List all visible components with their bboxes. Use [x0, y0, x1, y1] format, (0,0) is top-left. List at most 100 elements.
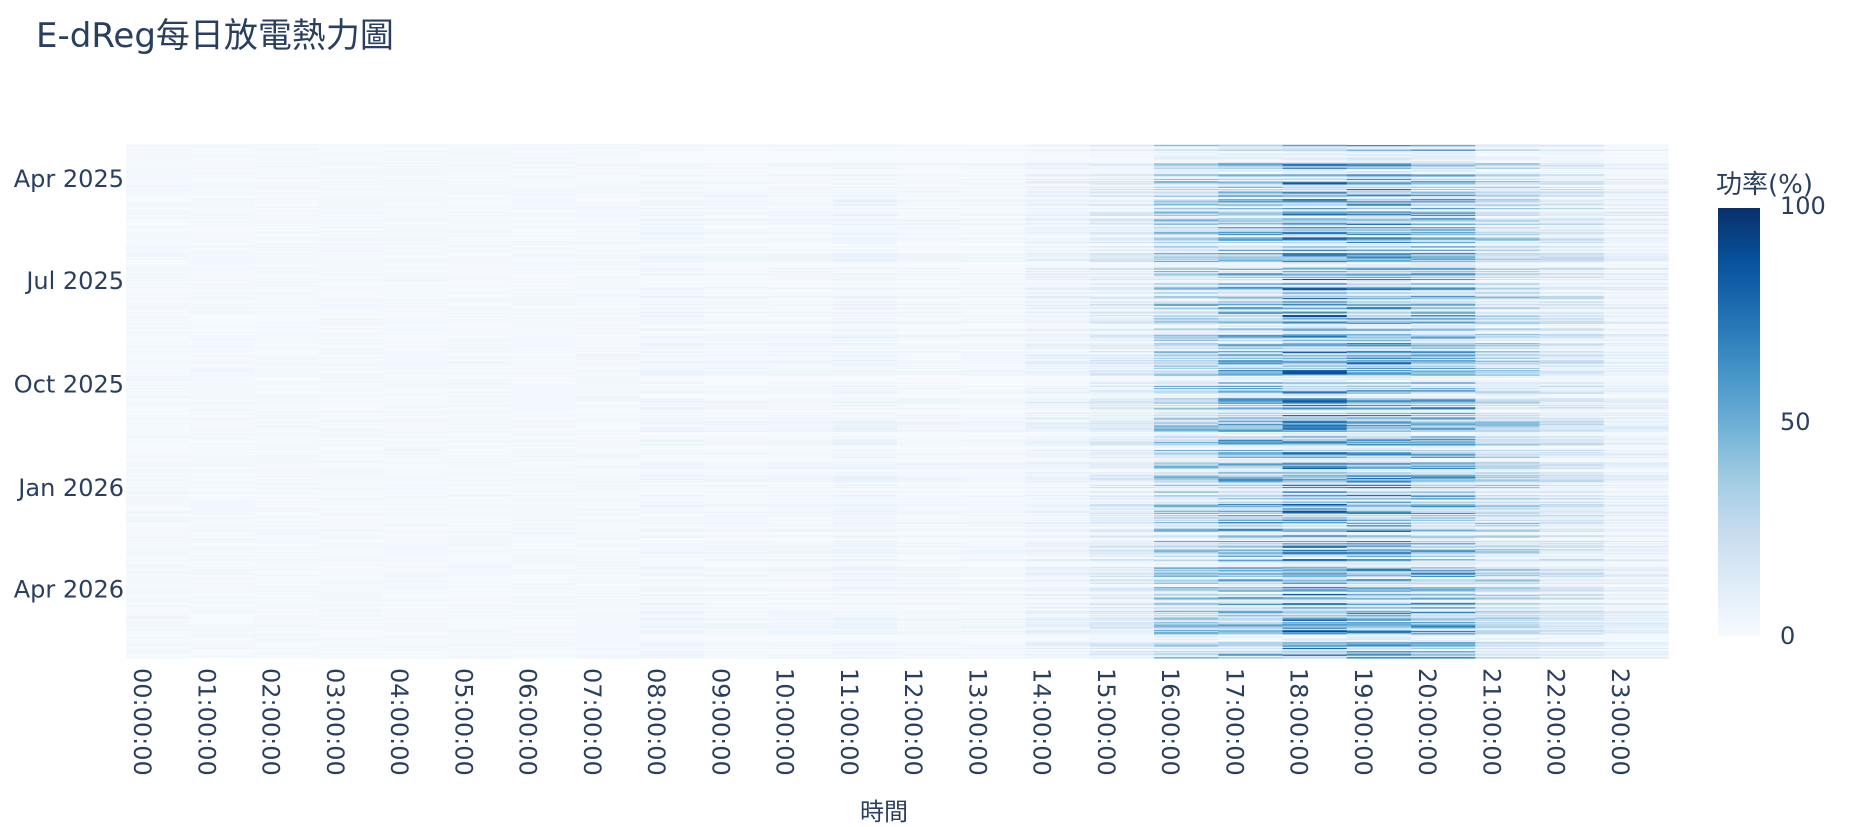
heatmap-cell [126, 339, 191, 342]
heatmap-cell [1089, 274, 1155, 277]
heatmap-cell [1346, 194, 1412, 197]
heatmap-cell [640, 200, 705, 202]
heatmap-cell [447, 283, 513, 286]
heatmap-cell [768, 349, 834, 352]
heatmap-cell [447, 314, 513, 317]
heatmap-cell [511, 287, 577, 290]
heatmap-cell [318, 304, 384, 307]
heatmap-cell [126, 287, 191, 290]
heatmap-cell [961, 258, 1027, 261]
heatmap-cell [190, 145, 256, 147]
heatmap-cell [126, 303, 191, 306]
heatmap-cell [832, 358, 898, 361]
heatmap-cell [1218, 365, 1284, 368]
heatmap-cell [1475, 295, 1541, 298]
heatmap-cell [447, 336, 513, 339]
heatmap-cell [1346, 247, 1412, 250]
heatmap-cell [254, 339, 320, 342]
heatmap-cell [897, 251, 962, 254]
heatmap-cell [897, 224, 962, 227]
heatmap-cell [768, 245, 834, 247]
heatmap-cell [1603, 167, 1669, 170]
heatmap-cell [961, 153, 1027, 155]
heatmap-cell [1603, 273, 1669, 276]
heatmap-cell [1539, 150, 1605, 153]
heatmap-cell [511, 310, 577, 313]
heatmap-cell [1603, 282, 1669, 285]
heatmap-cell [768, 211, 834, 214]
heatmap-cell [383, 170, 448, 173]
heatmap-cell [1218, 332, 1284, 335]
heatmap-cell [511, 256, 577, 259]
heatmap-cell [1218, 153, 1284, 155]
heatmap-cell [1539, 154, 1605, 156]
heatmap-cell [318, 209, 384, 211]
heatmap-cell [1154, 200, 1219, 202]
heatmap-cell [383, 292, 448, 295]
heatmap-cell [1154, 289, 1219, 291]
heatmap-cell [768, 249, 834, 252]
heatmap-cell [1218, 229, 1284, 232]
heatmap-cell [1089, 192, 1155, 195]
heatmap-cell [1603, 274, 1669, 277]
heatmap-cell [1603, 300, 1669, 303]
heatmap-cell [447, 163, 513, 165]
heatmap-cell [1154, 356, 1219, 359]
heatmap-cell [832, 208, 898, 210]
heatmap-cell [768, 307, 834, 309]
heatmap-cell [190, 164, 256, 166]
heatmap-cell [1154, 170, 1219, 173]
heatmap-cell [640, 305, 705, 308]
heatmap-cell [447, 267, 513, 270]
heatmap-cell [768, 226, 834, 228]
heatmap-cell [1603, 176, 1669, 179]
heatmap-cell [575, 150, 641, 153]
heatmap-cell [1411, 359, 1476, 362]
heatmap-cell [897, 206, 962, 209]
heatmap-cell [1346, 364, 1412, 367]
heatmap-cell [383, 253, 448, 255]
heatmap-cell [1218, 298, 1284, 300]
heatmap-cell [1025, 357, 1091, 360]
heatmap-cell [190, 281, 256, 283]
heatmap-cell [575, 350, 641, 353]
heatmap-cell [897, 304, 962, 307]
heatmap-cell [318, 223, 384, 226]
heatmap-cell [1025, 167, 1091, 170]
heatmap-cell [575, 221, 641, 224]
heatmap-cell [1411, 177, 1476, 180]
heatmap-cell [1539, 222, 1605, 225]
heatmap-cell [383, 205, 448, 208]
heatmap-cell [640, 338, 705, 341]
heatmap-cell [190, 301, 256, 304]
heatmap-cell [704, 156, 770, 159]
heatmap-cell [318, 271, 384, 273]
heatmap-cell [1282, 283, 1348, 286]
heatmap-cell [447, 316, 513, 318]
heatmap-cell [126, 241, 191, 244]
heatmap-cell [1411, 154, 1476, 156]
heatmap-cell [447, 330, 513, 333]
heatmap-cell [704, 293, 770, 296]
heatmap-cell [897, 155, 962, 157]
heatmap-cell [1218, 357, 1284, 360]
heatmap-cell [318, 277, 384, 280]
heatmap-cell [1154, 156, 1219, 159]
heatmap-cell [897, 311, 962, 314]
heatmap-cell [1218, 166, 1284, 169]
heatmap-cell [190, 331, 256, 334]
heatmap-cell [1539, 226, 1605, 228]
heatmap-cell [1089, 227, 1155, 229]
heatmap-cell [704, 320, 770, 323]
heatmap-cell [640, 307, 705, 309]
heatmap-cell [768, 262, 834, 264]
heatmap-cell [1603, 221, 1669, 224]
heatmap-cell [1218, 260, 1284, 263]
heatmap-cell [640, 302, 705, 305]
heatmap-cell [897, 305, 962, 308]
heatmap-cell [640, 293, 705, 296]
heatmap-cell [961, 246, 1027, 249]
heatmap-cell [318, 170, 384, 173]
heatmap-cell [961, 206, 1027, 209]
heatmap-cell [832, 310, 898, 313]
